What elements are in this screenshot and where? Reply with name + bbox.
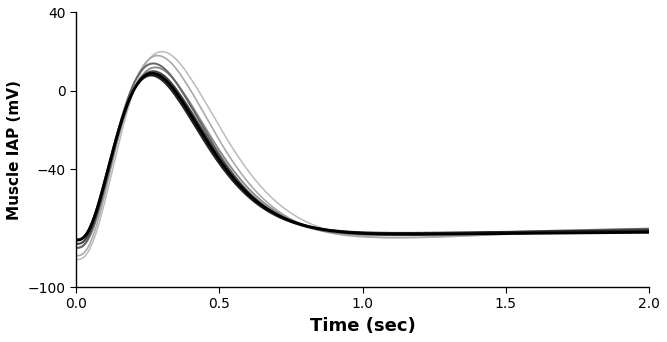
Y-axis label: Muscle IAP (mV): Muscle IAP (mV): [7, 80, 22, 220]
X-axis label: Time (sec): Time (sec): [309, 317, 416, 335]
